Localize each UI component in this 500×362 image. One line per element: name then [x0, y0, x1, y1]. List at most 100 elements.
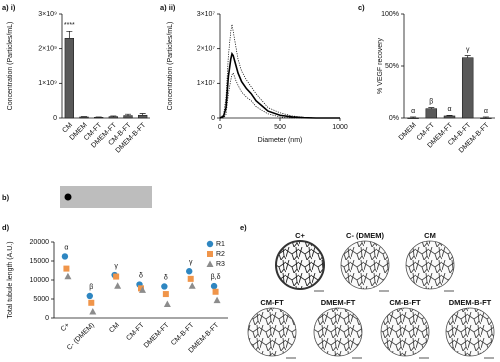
point [187, 275, 194, 282]
legend-marker [206, 260, 214, 267]
significance-label: β [429, 98, 433, 105]
significance-label: α [64, 244, 68, 251]
bar [123, 115, 133, 119]
y-axis-label: Concentration (Particles/mL) [167, 22, 174, 111]
y-tick-label: 20000 [30, 239, 50, 246]
panel-label: a) ii) [160, 3, 176, 12]
x-tick-label: CM [108, 322, 121, 335]
y-tick-label: 3×10⁷ [197, 11, 216, 18]
x-tick-label: 1000 [332, 124, 348, 131]
significance-label: **** [64, 22, 75, 29]
image-label: DMEM-FT [321, 298, 356, 307]
image-label: DMEM-B-FT [449, 298, 492, 307]
y-tick-label: 2×10⁹ [38, 46, 57, 53]
bar [443, 115, 456, 119]
point [89, 308, 97, 315]
error-bar [125, 113, 131, 116]
y-tick-label: 10000 [30, 277, 50, 284]
point [86, 292, 93, 300]
panel-label: d) [2, 223, 10, 232]
vial-image [60, 186, 152, 208]
tubule-image [247, 307, 297, 357]
point [64, 272, 72, 280]
y-tick-label: 50% [385, 63, 399, 70]
y-tick-label: 1×10⁷ [197, 80, 216, 87]
legend-label: R2 [216, 251, 225, 258]
point [210, 282, 218, 290]
y-tick-label: 5000 [33, 296, 49, 303]
y-tick-label: 3×10⁹ [38, 11, 57, 18]
line-series [220, 72, 340, 119]
significance-label: α [484, 108, 488, 115]
significance-label: α [411, 108, 415, 115]
bar [480, 117, 492, 119]
image-label: CM-B-FT [389, 298, 421, 307]
x-tick-label: 500 [274, 124, 286, 131]
tubule-image [340, 240, 390, 290]
pellet [64, 193, 72, 201]
bar [425, 108, 438, 119]
error-bar [410, 116, 417, 118]
bar [407, 117, 419, 119]
line-series [219, 24, 340, 119]
error-bar [464, 55, 471, 58]
y-axis-label: % VEGF recovery [377, 37, 384, 94]
point [138, 285, 144, 292]
point [114, 282, 122, 289]
x-tick-label: 0 [218, 124, 222, 131]
tubule-image [380, 307, 430, 357]
bar [79, 116, 89, 119]
point [161, 283, 168, 290]
panel-label: a) i) [2, 3, 16, 12]
line-series [219, 51, 340, 119]
significance-label: δ [139, 272, 143, 279]
significance-label: γ [466, 46, 470, 53]
bar [64, 38, 74, 119]
error-bar [110, 115, 117, 117]
y-axis-label: Concentration (Particles/mL) [7, 22, 14, 111]
bar [138, 114, 148, 119]
y-tick-label: 0 [53, 115, 57, 122]
x-tick-label: DMEM-FT [143, 321, 171, 349]
y-tick-label: 0% [389, 115, 399, 122]
error-bar [446, 115, 453, 116]
tubule-image [445, 307, 495, 357]
significance-label: δ [164, 274, 168, 281]
x-tick-label: C+ [60, 322, 71, 333]
image-label: CM [424, 231, 436, 240]
error-bar [482, 116, 489, 118]
point [213, 296, 221, 304]
image-label: CM-FT [260, 298, 284, 307]
x-tick-label: DMEM [398, 122, 418, 142]
point [212, 288, 219, 295]
x-axis-label: Diameter (nm) [258, 137, 303, 144]
point [162, 291, 169, 298]
x-tick-label: CM-FT [125, 321, 146, 342]
y-tick-label: 0 [45, 315, 49, 322]
legend-marker [206, 240, 214, 248]
point [113, 273, 120, 280]
y-tick-label: 15000 [30, 258, 50, 265]
panel-label: e) [240, 223, 247, 232]
significance-label: β [89, 284, 93, 291]
significance-label: γ [189, 259, 193, 266]
tubule-image [405, 240, 455, 290]
point [88, 299, 95, 306]
bar [108, 116, 118, 119]
error-bar [139, 113, 146, 116]
y-axis-label: Total tubule length (A.U.) [7, 241, 14, 318]
point [186, 268, 193, 275]
tubule-image [313, 307, 363, 357]
significance-label: α [447, 106, 451, 113]
tubule-image [275, 240, 325, 290]
point [61, 253, 69, 260]
x-tick-label: CM-B-FT [170, 321, 196, 347]
image-label: C- (DMEM) [346, 231, 384, 240]
point [139, 286, 146, 293]
y-tick-label: 2×10⁷ [197, 46, 216, 53]
legend-label: R1 [216, 241, 225, 248]
significance-label: β,δ [211, 274, 221, 281]
image-label: C+ [295, 231, 305, 240]
y-tick-label: 100% [381, 11, 399, 18]
